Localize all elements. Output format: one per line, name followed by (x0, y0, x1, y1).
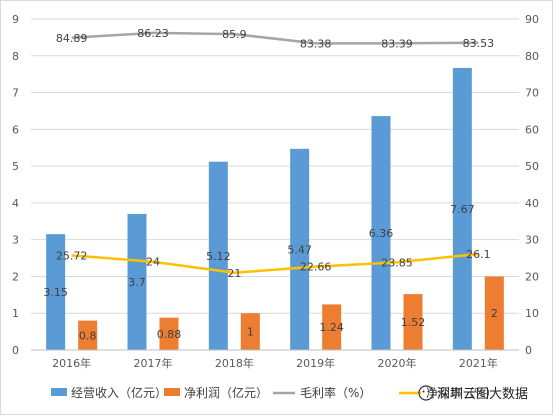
wechat-icon-dot-left (422, 390, 425, 393)
y-tick-label-right: 80 (525, 50, 539, 63)
line-data-label: 24 (146, 256, 160, 269)
bar (78, 320, 98, 350)
bar (484, 276, 504, 350)
legend-label: 净利润（亿元） (184, 385, 268, 400)
bar-data-label: 1 (247, 326, 254, 339)
x-tick-label: 2019年 (296, 356, 335, 370)
y-tick-label-left: 9 (12, 13, 19, 26)
watermark-text: 深圳云图大数据 (437, 387, 528, 402)
data-labels: 3.15 3.7 5.12 5.47 6.36 7.67 0.8 0.88 1 1.24 1.52 2… (43, 27, 497, 342)
bar-data-label: 0.88 (157, 328, 182, 341)
x-tick-label: 2021年 (459, 356, 498, 370)
y-axis-right: 0 10 20 30 40 50 60 70 80 90 (525, 13, 539, 357)
bar-data-label: 6.36 (369, 227, 394, 240)
bar (403, 294, 423, 350)
y-tick-label-right: 10 (525, 307, 539, 320)
line-data-label: 84.89 (56, 32, 88, 45)
x-axis: 2016年 2017年 2018年 2019年 2020年 2021年 (31, 349, 519, 370)
bar (290, 148, 310, 350)
bar-data-label: 3.15 (43, 286, 68, 299)
y-tick-label-right: 70 (525, 87, 539, 100)
bar-data-label: 2 (491, 307, 498, 320)
bar-data-label: 3.7 (128, 276, 146, 289)
line-data-label: 21 (227, 267, 241, 280)
line-data-label: 83.38 (300, 37, 332, 50)
x-tick-label: 2017年 (134, 356, 173, 370)
y-axis-left: 0 1 2 3 4 5 6 7 8 9 (12, 13, 19, 357)
legend-swatch (51, 388, 67, 396)
y-tick-label-left: 8 (12, 50, 19, 63)
bar-data-label: 7.67 (450, 203, 475, 216)
wechat-icon (418, 385, 434, 401)
y-tick-label-left: 1 (12, 307, 19, 320)
wechat-icon-dot-right (427, 390, 430, 393)
line-data-label: 83.39 (381, 37, 413, 50)
line-data-label: 86.23 (137, 27, 169, 40)
legend: 经营收入（亿元） 净利润（亿元） 毛利率（%） 净利率（%） (51, 385, 497, 400)
y-tick-label-right: 30 (525, 234, 539, 247)
y-tick-label-right: 90 (525, 13, 539, 26)
legend-label: 经营收入（亿元） (71, 385, 167, 400)
series-line (71, 31, 479, 45)
bar (127, 213, 147, 350)
x-tick-label: 2016年 (52, 356, 91, 370)
y-tick-label-right: 60 (525, 123, 539, 136)
watermark: 深圳云图大数据 (418, 385, 528, 402)
line-series (71, 31, 479, 275)
y-tick-label-left: 5 (12, 160, 19, 173)
bar-series (46, 67, 504, 351)
bar (240, 313, 260, 350)
legend-swatch (164, 388, 180, 396)
bar (371, 116, 391, 351)
y-tick-label-right: 40 (525, 197, 539, 210)
bar-data-label: 0.8 (79, 329, 97, 342)
bar-data-label: 1.52 (401, 316, 426, 329)
line-data-label: 83.53 (463, 37, 495, 50)
legend-label: 毛利率（%） (300, 385, 371, 400)
bar (208, 161, 228, 350)
bar (159, 317, 179, 350)
y-tick-label-left: 6 (12, 123, 19, 136)
series-line (71, 252, 479, 275)
y-tick-label-left: 0 (12, 344, 19, 357)
line-data-label: 22.66 (300, 261, 332, 274)
line-data-label: 25.72 (56, 249, 88, 262)
y-tick-label-right: 0 (525, 344, 532, 357)
line-data-label: 23.85 (381, 256, 413, 269)
gridlines (31, 18, 519, 314)
bar (46, 234, 66, 350)
y-tick-label-left: 4 (12, 197, 19, 210)
bar (322, 304, 342, 350)
bar (452, 67, 472, 351)
bar-data-label: 5.47 (287, 243, 312, 256)
x-tick-label: 2020年 (378, 356, 417, 370)
y-tick-label-left: 2 (12, 270, 19, 283)
x-tick-label: 2018年 (215, 356, 254, 370)
line-data-label: 26.1 (466, 248, 491, 261)
legend-label: 净利率（%） (426, 385, 497, 400)
y-tick-label-right: 50 (525, 160, 539, 173)
y-tick-label-right: 20 (525, 270, 539, 283)
line-data-label: 85.9 (222, 28, 247, 41)
bar-data-label: 5.12 (206, 250, 231, 263)
y-tick-label-left: 3 (12, 234, 19, 247)
bar-data-label: 1.24 (319, 321, 344, 334)
y-tick-label-left: 7 (12, 87, 19, 100)
